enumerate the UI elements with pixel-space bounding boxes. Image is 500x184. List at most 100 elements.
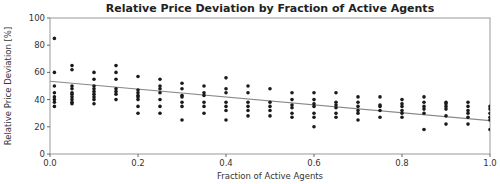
scatter-point bbox=[246, 91, 250, 95]
scatter-point bbox=[180, 101, 184, 105]
scatter-point bbox=[356, 118, 360, 122]
scatter-point bbox=[422, 107, 426, 111]
scatter-point bbox=[356, 101, 360, 105]
scatter-point bbox=[53, 71, 57, 75]
x-tick bbox=[490, 154, 491, 157]
scatter-point bbox=[180, 81, 184, 85]
scatter-point bbox=[53, 91, 57, 95]
scatter-point bbox=[202, 84, 206, 88]
scatter-point bbox=[224, 91, 228, 95]
scatter-point bbox=[70, 102, 74, 106]
scatter-point bbox=[378, 95, 382, 99]
scatter-point bbox=[224, 101, 228, 105]
plot-area bbox=[50, 37, 490, 132]
scatter-point bbox=[202, 105, 206, 109]
scatter-point bbox=[224, 109, 228, 113]
scatter-point bbox=[246, 109, 250, 113]
scatter-point bbox=[246, 101, 250, 105]
x-tick bbox=[402, 154, 403, 157]
scatter-point bbox=[488, 128, 490, 132]
scatter-point bbox=[224, 118, 228, 122]
scatter-point bbox=[246, 105, 250, 109]
scatter-point bbox=[334, 111, 338, 115]
scatter-point bbox=[70, 87, 74, 91]
scatter-point bbox=[224, 76, 228, 80]
scatter-point bbox=[356, 95, 360, 99]
scatter-point bbox=[180, 87, 184, 91]
scatter-point bbox=[246, 114, 250, 118]
x-tick bbox=[138, 154, 139, 157]
scatter-point bbox=[114, 77, 118, 81]
scatter-point bbox=[53, 37, 57, 41]
scatter-point bbox=[378, 115, 382, 119]
scatter-point bbox=[246, 84, 250, 88]
x-axis-label: Fraction of Active Agents bbox=[217, 171, 324, 181]
scatter-point bbox=[70, 68, 74, 72]
y-tick-label: 0 bbox=[40, 149, 45, 159]
scatter-point bbox=[400, 98, 404, 102]
chart-title: Relative Price Deviation by Fraction of … bbox=[106, 2, 435, 15]
scatter-point bbox=[53, 101, 57, 105]
scatter-point bbox=[290, 111, 294, 115]
x-tick-label: 1.0 bbox=[483, 158, 497, 168]
scatter-point bbox=[224, 105, 228, 109]
scatter-point bbox=[444, 107, 448, 111]
x-tick bbox=[314, 154, 315, 157]
scatter-point bbox=[53, 84, 57, 88]
scatter-point bbox=[224, 87, 228, 91]
scatter-point bbox=[488, 111, 490, 115]
scatter-point bbox=[268, 101, 272, 105]
scatter-point bbox=[114, 64, 118, 68]
scatter-point bbox=[488, 118, 490, 122]
scatter-point bbox=[334, 115, 338, 119]
y-tick bbox=[47, 18, 50, 19]
scatter-point bbox=[290, 91, 294, 95]
scatter-point bbox=[114, 71, 118, 75]
scatter-point bbox=[92, 77, 96, 81]
scatter-point bbox=[312, 105, 316, 109]
scatter-point bbox=[268, 87, 272, 91]
scatter-point bbox=[400, 111, 404, 115]
scatter-point bbox=[136, 105, 140, 109]
y-tick-label: 80 bbox=[34, 40, 45, 50]
scatter-point bbox=[92, 71, 96, 75]
scatter-point bbox=[202, 111, 206, 115]
scatter-point bbox=[466, 122, 470, 126]
scatter-point bbox=[202, 101, 206, 105]
scatter-point bbox=[180, 105, 184, 109]
scatter-point bbox=[312, 111, 316, 115]
scatter-point bbox=[92, 98, 96, 102]
trend-line bbox=[50, 81, 490, 120]
scatter-point bbox=[114, 98, 118, 102]
scatter-point bbox=[466, 111, 470, 115]
scatter-point bbox=[378, 109, 382, 113]
y-tick-label: 40 bbox=[34, 95, 45, 105]
scatter-point bbox=[180, 118, 184, 122]
y-tick bbox=[47, 72, 50, 73]
scatter-point bbox=[312, 125, 316, 129]
scatter-point bbox=[312, 91, 316, 95]
y-tick bbox=[47, 99, 50, 100]
scatter-point bbox=[158, 98, 162, 102]
scatter-point bbox=[70, 64, 74, 68]
x-tick-label: 0.2 bbox=[131, 158, 145, 168]
plot-frame bbox=[50, 18, 490, 154]
scatter-point bbox=[422, 95, 426, 99]
x-tick-label: 0.8 bbox=[395, 158, 409, 168]
scatter-point bbox=[158, 91, 162, 95]
scatter-point bbox=[158, 111, 162, 115]
scatter-point bbox=[268, 109, 272, 113]
scatter-point bbox=[466, 105, 470, 109]
scatter-point bbox=[466, 115, 470, 119]
scatter-point bbox=[400, 115, 404, 119]
scatter-point bbox=[268, 114, 272, 118]
scatter-point bbox=[422, 128, 426, 132]
y-tick bbox=[47, 126, 50, 127]
y-tick-label: 60 bbox=[34, 67, 45, 77]
y-tick-label: 20 bbox=[34, 122, 45, 132]
scatter-point bbox=[422, 101, 426, 105]
scatter-point bbox=[202, 94, 206, 98]
scatter-point bbox=[158, 87, 162, 91]
scatter-point bbox=[356, 111, 360, 115]
scatter-point bbox=[334, 91, 338, 95]
